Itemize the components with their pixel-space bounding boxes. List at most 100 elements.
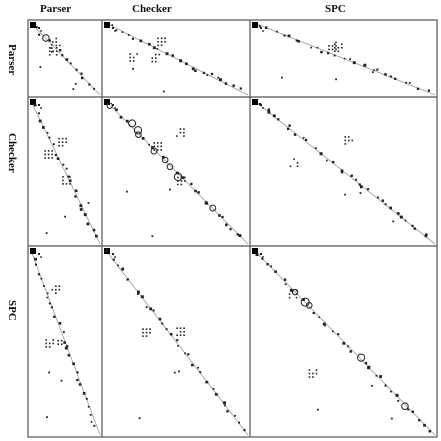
matrix-mark <box>52 143 55 146</box>
matrix-mark <box>260 27 262 29</box>
matrix-mark <box>52 342 55 345</box>
matrix-mark <box>302 298 305 301</box>
matrix-mark <box>333 43 336 46</box>
matrix-mark <box>140 295 144 299</box>
matrix-mark <box>131 37 135 40</box>
matrix-mark <box>177 183 179 186</box>
block-corner-marker <box>252 99 258 105</box>
matrix-mark <box>379 375 383 378</box>
matrix-mark <box>176 327 178 330</box>
matrix-mark <box>296 165 299 168</box>
matrix-mark <box>129 60 131 62</box>
matrix-mark <box>324 324 327 327</box>
matrix-mark <box>337 333 340 336</box>
matrix-mark <box>260 253 262 255</box>
matrix-mark <box>61 54 64 57</box>
matrix-mark <box>63 341 66 344</box>
matrix-mark <box>106 102 113 109</box>
matrix-mark <box>239 87 242 90</box>
matrix-mark <box>62 179 64 182</box>
matrix-mark <box>413 227 417 230</box>
matrix-mark <box>33 103 37 107</box>
matrix-mark <box>78 383 82 386</box>
matrix-mark <box>44 150 46 152</box>
matrix-mark <box>93 87 96 90</box>
matrix-mark <box>337 50 340 53</box>
matrix-mark <box>149 331 151 334</box>
matrix-mark <box>344 143 347 145</box>
matrix-mark <box>156 142 159 144</box>
matrix-mark <box>315 372 318 375</box>
matrix-mark <box>62 176 64 178</box>
matrix-mark <box>158 317 162 321</box>
matrix-mark <box>112 258 115 261</box>
matrix-mark <box>115 108 118 112</box>
matrix-mark <box>224 404 226 407</box>
matrix-mark <box>64 215 66 218</box>
matrix-mark <box>331 160 335 164</box>
matrix-mark <box>60 339 63 342</box>
matrix-mark <box>179 330 182 333</box>
matrix-mark <box>142 335 144 337</box>
matrix-mark <box>183 131 185 134</box>
matrix-mark <box>50 306 53 309</box>
matrix-mark <box>333 50 336 53</box>
matrix-mark <box>295 39 298 42</box>
matrix-mark <box>331 330 334 333</box>
matrix-mark <box>312 372 314 375</box>
matrix-mark <box>197 366 199 369</box>
matrix-mark <box>344 139 347 142</box>
matrix-mark <box>150 147 158 155</box>
matrix-mark <box>151 57 154 59</box>
matrix-mark <box>183 135 185 137</box>
matrix-mark <box>202 71 206 75</box>
matrix-mark <box>305 302 313 309</box>
matrix-mark <box>234 414 236 417</box>
matrix-mark <box>137 290 140 294</box>
matrix-mark <box>55 37 58 40</box>
matrix-mark <box>74 82 77 85</box>
matrix-mark <box>114 256 116 258</box>
matrix-mark <box>164 41 166 43</box>
matrix-mark <box>38 104 40 106</box>
matrix-mark <box>284 283 287 286</box>
matrix-mark <box>85 397 88 400</box>
matrix-mark <box>405 81 408 84</box>
matrix-mark <box>114 107 116 109</box>
matrix-mark <box>261 257 264 260</box>
matrix-mark <box>352 61 356 65</box>
matrix-mark <box>69 176 71 178</box>
matrix-mark <box>55 44 58 47</box>
matrix-mark <box>180 180 183 182</box>
matrix-mark <box>376 196 379 199</box>
matrix-mark <box>176 334 178 337</box>
matrix-mark <box>132 67 135 70</box>
matrix-mark <box>199 371 202 374</box>
matrix-mark <box>125 119 129 123</box>
column-label-parser: Parser <box>40 3 72 15</box>
matrix-mark <box>145 328 148 330</box>
matrix-mark <box>154 53 157 56</box>
matrix-mark <box>210 72 214 76</box>
matrix-mark <box>166 163 174 171</box>
matrix-mark <box>292 289 294 292</box>
block-corner-marker <box>104 99 110 105</box>
matrix-mark <box>42 34 50 42</box>
matrix-mark <box>212 388 215 390</box>
matrix-mark <box>255 253 259 257</box>
matrix-mark <box>390 390 392 393</box>
matrix-mark <box>258 103 262 106</box>
matrix-mark <box>153 149 155 151</box>
matrix-mark <box>119 115 123 119</box>
matrix-mark <box>139 39 143 43</box>
matrix-mark <box>389 75 392 78</box>
matrix-mark <box>47 153 50 156</box>
matrix-mark <box>55 292 57 294</box>
matrix-mark <box>117 264 119 267</box>
block-corner-marker <box>104 22 110 28</box>
matrix-mark <box>148 143 151 146</box>
matrix-mark <box>296 161 299 164</box>
matrix-mark <box>45 232 48 235</box>
matrix-mark <box>44 153 46 156</box>
matrix-mark <box>390 417 393 420</box>
